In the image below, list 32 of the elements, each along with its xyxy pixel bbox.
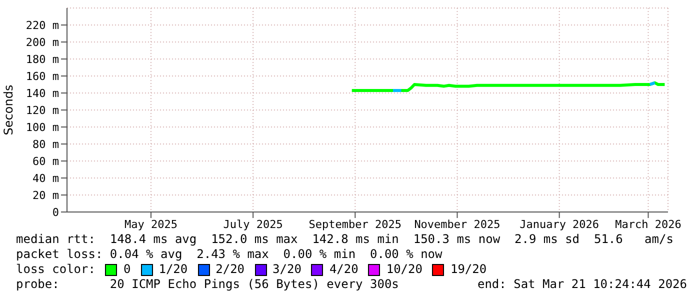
y-tick-label: 140 m (26, 86, 60, 100)
legend-label: 10/20 (386, 262, 422, 277)
text: packet loss: 0.04 % avg 2.43 % max 0.00 % min 0.00 % now (16, 247, 444, 262)
y-tick-label: 80 m (32, 138, 60, 151)
y-tick-label: 180 m (26, 52, 60, 66)
y-axis-title: Seconds (1, 84, 16, 136)
y-tick-label: 40 m (32, 172, 60, 185)
legend-label: 19/20 (450, 262, 487, 277)
legend-label: 4/20 (329, 262, 358, 277)
legend-label: 0 (123, 262, 131, 277)
x-tick-label: May 2025 (124, 218, 178, 231)
y-tick-label: 0 (52, 206, 59, 219)
x-tick-label: November 2025 (414, 218, 500, 231)
legend-label: 3/20 (272, 262, 302, 277)
y-tick-label: 60 m (32, 154, 60, 168)
y-tick-label: 200 m (26, 36, 60, 49)
text: median rtt: 148.4 ms avg 152.0 ms max 142.8 ms min 150.3 ms now 2.9 ms sd 51.6 am/s (16, 232, 674, 247)
x-tick-label: January 2026 (520, 218, 600, 231)
y-tick-label: 160 m (26, 70, 60, 83)
line-series (350, 81, 666, 92)
y-tick-label: 220 m (26, 18, 60, 32)
text: end: Sat Mar 21 10:24:44 2026 (477, 277, 687, 292)
y-tick-label: 120 m (26, 104, 60, 117)
text: probe: 20 ICMP Echo Pings (56 Bytes) every 300s (16, 277, 399, 292)
y-tick-label: 20 m (32, 188, 60, 202)
x-tick-label: July 2025 (223, 218, 283, 231)
x-tick-label: March 2026 (615, 218, 682, 231)
y-tick-label: 100 m (26, 120, 60, 134)
x-tick-label: September 2025 (308, 218, 402, 231)
legend-title: loss color: (16, 262, 96, 277)
legend-label: 1/20 (158, 262, 188, 277)
legend-label: 2/20 (216, 262, 245, 277)
